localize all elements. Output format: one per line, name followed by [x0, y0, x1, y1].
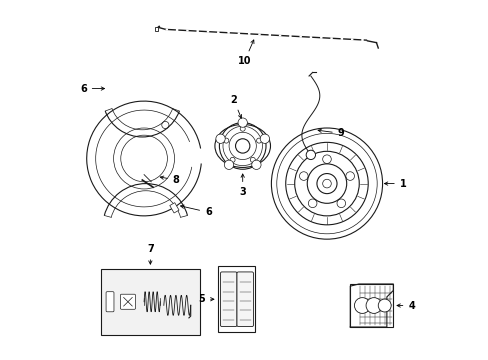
Circle shape: [260, 134, 269, 143]
Circle shape: [354, 298, 369, 314]
Text: 2: 2: [230, 95, 241, 118]
Circle shape: [219, 123, 265, 169]
FancyBboxPatch shape: [220, 272, 237, 327]
Bar: [349, 284, 392, 327]
Circle shape: [215, 134, 225, 143]
Text: 4: 4: [396, 301, 414, 311]
Bar: [101, 269, 199, 335]
Text: 1: 1: [384, 179, 406, 189]
Bar: [169, 203, 179, 213]
Circle shape: [378, 299, 390, 312]
Circle shape: [366, 298, 381, 314]
FancyBboxPatch shape: [237, 272, 253, 327]
Text: 5: 5: [198, 294, 213, 304]
Text: 10: 10: [237, 40, 253, 66]
Circle shape: [238, 118, 247, 127]
Circle shape: [251, 160, 261, 170]
Text: 8: 8: [160, 175, 179, 185]
Circle shape: [271, 128, 382, 239]
Bar: [217, 266, 255, 332]
Circle shape: [224, 160, 233, 170]
Text: 6: 6: [80, 84, 104, 94]
Text: 7: 7: [147, 244, 153, 264]
Text: 3: 3: [239, 174, 245, 197]
Text: 6: 6: [180, 205, 211, 217]
Circle shape: [305, 150, 315, 159]
FancyBboxPatch shape: [106, 292, 114, 312]
Text: 9: 9: [318, 129, 344, 138]
Bar: [155, 27, 158, 31]
FancyBboxPatch shape: [120, 294, 135, 309]
